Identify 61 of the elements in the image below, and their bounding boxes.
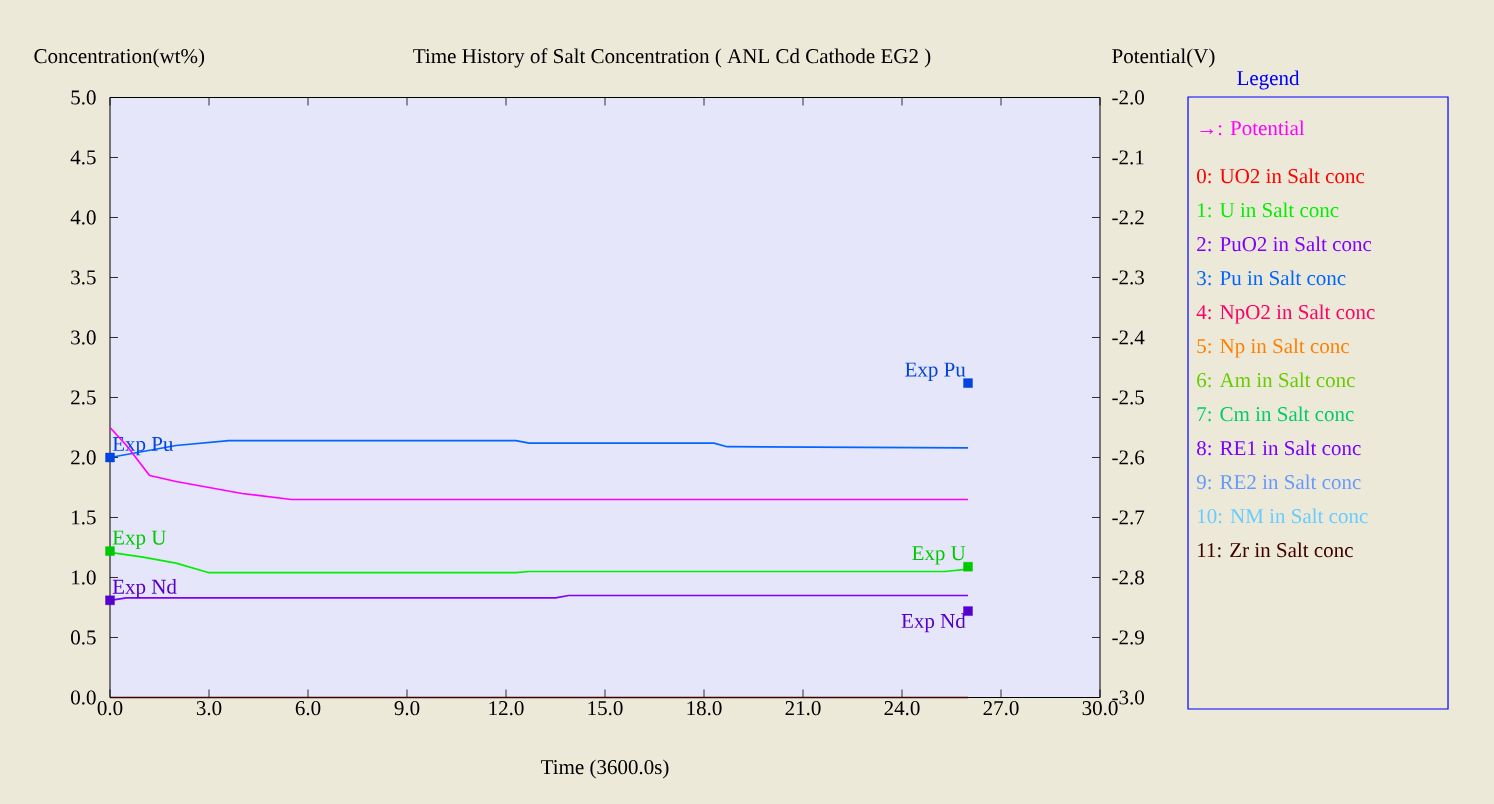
legend-label: 7: Cm in Salt conc [1197,406,1354,422]
legend-label: 0: UO2 in Salt conc [1197,168,1365,184]
legend-label: 9: RE2 in Salt conc [1196,474,1361,490]
y-tick-label: 1.0 [72,570,96,585]
y2-tick-label: -2.7 [1112,510,1145,525]
point [963,606,973,616]
text: Exp Pu [905,362,966,381]
x-tick-label: 9.0 [394,701,420,716]
y2-tick-label: -2.0 [1112,90,1144,105]
text: 1: U in Salt conc [1198,202,1339,218]
x-tick-label: 15.0 [588,701,623,716]
y-tick-label: 2.0 [71,450,96,465]
series-label: Exp Nd [112,579,177,599]
x-tick-label: 18.0 [687,701,722,716]
legend-label: 2: PuO2 in Salt conc [1197,236,1372,252]
x-tick-label: 12.0 [489,701,524,716]
x-axis-title: Time (3600.0s) [541,759,669,779]
x-tick-label: 21.0 [785,701,821,716]
series-label: Exp U [112,530,166,549]
y2-tick-label: -2.6 [1112,450,1145,465]
text: Exp U [912,546,966,565]
y-tick-label: 0.0 [71,690,96,705]
y2-tick-label: -2.2 [1112,210,1144,225]
y-axis-title: Concentration(wt%) [34,48,205,68]
y2-tick-label: -2.9 [1112,630,1144,645]
y-tick-label: 5.0 [71,90,96,105]
text: 11: Zr in Salt conc [1198,542,1353,558]
chart-title: Time History of Salt Concentration ( ANL Cd Cathode EG2 ) [413,48,931,68]
y-tick-label: 3.0 [71,330,96,345]
x-tick-label: 27.0 [983,701,1019,716]
point [963,378,973,388]
legend-label: 4: NpO2 in Salt conc [1196,304,1375,324]
text: Exp Nd [901,613,966,633]
legend-label: 5: Np in Salt conc [1197,338,1349,358]
line-series [109,426,969,501]
y-tick-label: 3.5 [71,270,96,285]
y2-tick-label: -2.4 [1112,330,1145,345]
y-tick-label: 4.5 [70,150,96,165]
y2-tick-label: -2.3 [1112,270,1144,285]
y2-axis-title: Potential(V) [1112,48,1215,68]
x-tick-label: 24.0 [884,701,920,716]
x-tick-label: 3.0 [196,701,222,716]
text: 3: Pu in Salt conc [1197,270,1346,286]
y2-tick-label: -2.8 [1112,570,1144,585]
text: →: Potential [1200,120,1305,136]
y2-tick-label: -2.5 [1112,390,1144,405]
y-tick-label: 4.0 [70,210,96,225]
legend-label: 10: NM in Salt conc [1198,508,1368,524]
y-tick-label: 2.5 [71,390,96,405]
point [963,562,973,572]
x-tick-label: 6.0 [295,701,321,716]
point [105,452,115,463]
text: 8: RE1 in Salt conc [1197,440,1361,456]
y2-tick-label: -2.1 [1112,150,1144,165]
y-tick-label: 0.5 [71,630,96,645]
legend-label: 6: Am in Salt conc [1197,372,1355,388]
y-tick-label: 1.5 [72,510,96,525]
point [105,595,115,605]
point [105,546,115,556]
legend-title: Legend [1237,70,1300,90]
x-tick-label: 0.0 [97,701,123,716]
